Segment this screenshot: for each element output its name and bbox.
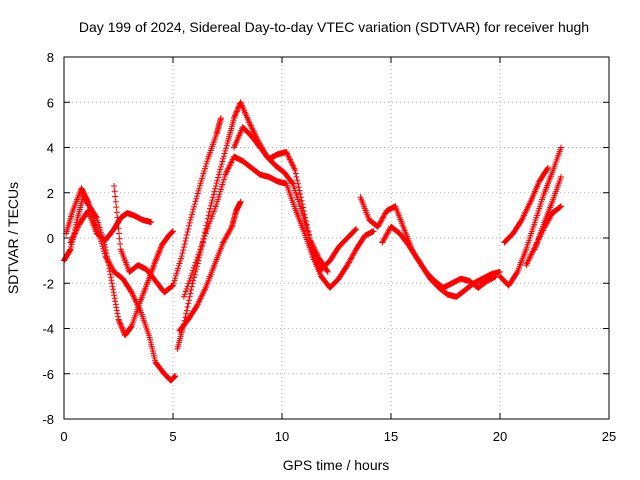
series-trace-8	[231, 124, 360, 273]
x-tick-label: 15	[384, 429, 398, 444]
y-tick-label: 0	[47, 231, 54, 246]
series-layer	[61, 99, 564, 384]
y-tick-label: 6	[47, 95, 54, 110]
y-axis-label: SDTVAR / TECUs	[5, 182, 21, 294]
ticks: 0 5 10 15 20 25 -8 -6 -4 -2 0 2 4 6 8	[42, 50, 616, 444]
series-trace-14	[531, 173, 564, 253]
series-trace-12	[501, 164, 551, 246]
series-trace-4	[111, 115, 224, 296]
y-tick-label: 2	[47, 186, 54, 201]
x-tick-label: 5	[169, 429, 176, 444]
y-tick-label: 8	[47, 50, 54, 65]
series-trace-10	[379, 223, 499, 291]
series-trace-11	[497, 144, 564, 289]
series-trace-1	[61, 192, 176, 339]
y-tick-label: -2	[42, 276, 54, 291]
y-tick-label: -8	[42, 412, 54, 427]
chart-title: Day 199 of 2024, Sidereal Day-to-day VTE…	[79, 19, 589, 35]
x-tick-label: 25	[602, 429, 616, 444]
y-tick-label: -4	[42, 322, 54, 337]
x-tick-label: 20	[493, 429, 507, 444]
series-trace-2	[63, 185, 179, 384]
y-tick-label: 4	[47, 141, 54, 156]
x-axis-label: GPS time / hours	[283, 457, 390, 473]
y-tick-label: -6	[42, 367, 54, 382]
x-tick-label: 10	[275, 429, 289, 444]
series-trace-6	[176, 198, 244, 334]
x-tick-label: 0	[60, 429, 67, 444]
